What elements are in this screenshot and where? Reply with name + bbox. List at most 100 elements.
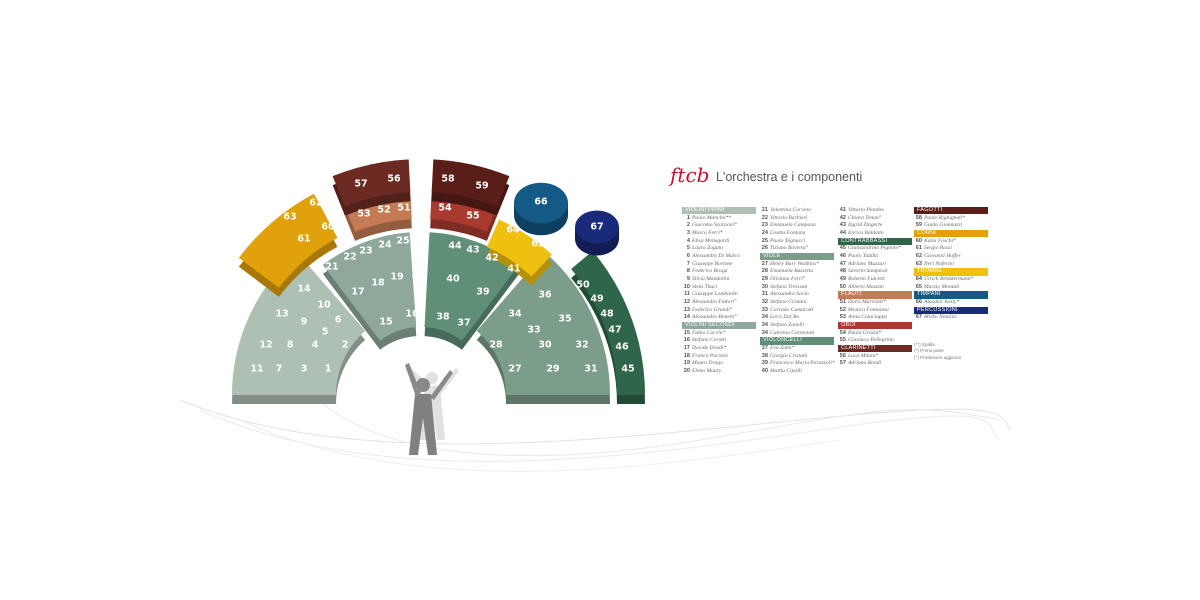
seat-number[interactable]: 57 [354,179,367,190]
seat-number[interactable]: 15 [379,317,392,328]
seat-number[interactable]: 32 [575,340,588,351]
seat-number[interactable]: 40 [446,274,460,285]
seat-number[interactable]: 30 [538,340,552,351]
section-violini-secondi[interactable] [322,232,417,350]
seat-number[interactable]: 51 [397,203,410,214]
seat-number[interactable]: 47 [608,325,621,336]
section-timpani[interactable] [514,182,568,236]
seat-number[interactable]: 13 [275,309,288,320]
section-violini-primi[interactable] [232,252,366,404]
seat-number[interactable]: 9 [301,317,308,328]
member-seat-number: 16 [683,337,690,344]
legend-note: (°) Professore aggiunto [914,354,962,360]
ftcb-logo: ftcb [670,163,710,187]
seat-number[interactable]: 59 [475,181,488,192]
seat-number[interactable]: 6 [335,315,342,326]
seat-number[interactable]: 48 [600,309,614,320]
seat-number[interactable]: 11 [250,364,263,375]
member-seat-number: 27 [761,260,768,267]
seat-number[interactable]: 36 [538,290,552,301]
member-seat-number: 29 [761,275,768,282]
seat-number[interactable]: 35 [558,314,571,325]
seat-number[interactable]: 49 [590,294,603,305]
member-name: Elisa Menegardi [692,237,730,244]
seat-number[interactable]: 58 [441,174,455,185]
seat-number[interactable]: 50 [576,280,590,291]
seat-number[interactable]: 43 [466,245,479,256]
legend-section-header: TROMBE [914,268,988,276]
member-name: Mattia Cipolli [770,367,802,374]
section-trombe[interactable] [486,219,552,286]
legend-member: 42 Chiara Tenan° [838,215,912,223]
seat-number[interactable]: 19 [390,272,403,283]
drum-top [514,182,568,224]
seat-number[interactable]: 25 [396,236,409,247]
seat-number[interactable]: 46 [615,342,629,353]
seat-number[interactable]: 5 [322,327,329,338]
seat-number[interactable]: 41 [507,264,520,275]
seat-number[interactable]: 34 [508,309,522,320]
seat-number[interactable]: 28 [489,340,503,351]
seat-number[interactable]: 38 [436,312,450,323]
section-contrabbassi[interactable] [571,251,645,404]
seat-number[interactable]: 37 [457,318,470,329]
legend-member: 7 Giuseppe Bortone [682,261,756,269]
legend-member: 57 Adriana Bondi [838,360,912,368]
section-fagotti[interactable] [431,159,510,216]
legend-member: 25 Paola Tognacci [760,238,834,246]
seat-number[interactable]: 21 [325,262,338,273]
seat-number[interactable]: 26 [414,236,428,247]
seat-number[interactable]: 64 [506,225,520,236]
seat-number[interactable]: 39 [476,287,489,298]
section-percussioni[interactable] [575,210,619,256]
seat-number[interactable]: 14 [297,284,311,295]
seat-number[interactable]: 24 [378,240,392,251]
seat-number[interactable]: 65 [531,239,544,250]
seat-number[interactable]: 10 [317,300,331,311]
legend-column: VIOLINI PRIMI 1 Paolo Mancini** 2 Giacomo Sc… [682,207,756,375]
seat-number[interactable]: 54 [438,203,452,214]
seat-number[interactable]: 16 [405,309,419,320]
seat-number[interactable]: 18 [371,278,385,289]
member-seat-number: 63 [915,260,922,267]
seat-number[interactable]: 45 [621,364,634,375]
seat-number[interactable]: 66 [534,197,548,208]
member-seat-number: 6 [686,252,690,259]
seat-number[interactable]: 7 [276,364,283,375]
section-clarinetti[interactable] [332,159,411,216]
seat-number[interactable]: 53 [357,209,370,220]
seat-number[interactable]: 2 [342,340,349,351]
member-name: Emanuela Bazzetta [770,268,814,275]
seat-number[interactable]: 62 [309,198,322,209]
seat-number[interactable]: 33 [527,325,540,336]
seat-number[interactable]: 1 [325,364,332,375]
seat-number[interactable]: 29 [546,364,559,375]
legend-member: 9 Silvia Mandolini [682,276,756,284]
seat-number[interactable]: 12 [259,340,272,351]
seat-number[interactable]: 52 [377,205,390,216]
seat-number[interactable]: 3 [301,364,308,375]
member-name: Alessandro Savio [770,291,809,298]
seat-number[interactable]: 31 [584,364,597,375]
seat-number[interactable]: 22 [343,252,356,263]
seat-number[interactable]: 4 [312,340,319,351]
member-seat-number: 55 [839,337,846,344]
seat-number[interactable]: 8 [287,340,294,351]
seat-number[interactable]: 27 [508,364,521,375]
legend-member: 40 Mattia Cipolli [760,368,834,376]
seat-number[interactable]: 20 [411,269,425,280]
seat-number[interactable]: 55 [466,211,479,222]
seat-number[interactable]: 42 [485,253,498,264]
seat-number[interactable]: 23 [359,246,372,257]
section-corni[interactable] [238,193,338,297]
seat-number[interactable]: 60 [321,222,335,233]
seat-number[interactable]: 44 [448,241,462,252]
legend-section-header: CORNI [914,230,988,238]
seat-number[interactable]: 61 [297,234,310,245]
section-viole[interactable] [476,252,610,404]
seat-number[interactable]: 56 [387,174,401,185]
seat-number[interactable]: 67 [590,222,603,233]
member-seat-number: 2 [686,222,690,229]
seat-number[interactable]: 63 [283,212,296,223]
seat-number[interactable]: 17 [351,287,364,298]
